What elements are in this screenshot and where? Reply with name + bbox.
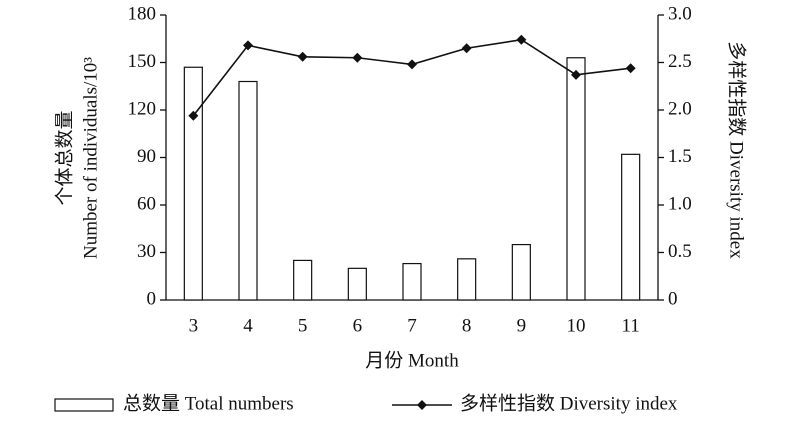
bar (621, 153, 641, 301)
x-tick-label: 11 (622, 315, 640, 336)
marker (407, 59, 417, 70)
x-tick-label: 7 (407, 315, 417, 336)
line (192, 38, 631, 117)
marker (625, 63, 636, 74)
y-tick-label: 90 (137, 146, 156, 167)
legend-marker (417, 400, 427, 410)
bar (183, 66, 203, 301)
legend-label: 总数量 Total numbers (123, 392, 294, 414)
x-tick-label: 8 (462, 315, 472, 336)
bar (347, 267, 367, 301)
y2-tick-label: 0.5 (668, 241, 692, 262)
y-tick-label: 180 (128, 3, 157, 24)
y2-tick-label: 2.5 (668, 51, 692, 72)
bar (293, 259, 313, 301)
bar (238, 80, 258, 301)
y2-tick-label: 1.5 (668, 146, 692, 167)
x-tick-label: 10 (567, 315, 586, 336)
marker (243, 40, 253, 51)
legend-label: 多样性指数 Diversity index (460, 392, 678, 414)
y2-axis-title: 多样性指数 Diversity index (726, 41, 748, 259)
marker (188, 110, 199, 121)
marker (516, 34, 527, 45)
x-tick-label: 9 (517, 315, 527, 336)
y-tick-label: 150 (128, 51, 157, 72)
marker (571, 69, 581, 80)
x-tick-label: 5 (298, 315, 308, 336)
marker (297, 51, 308, 62)
y-tick-label: 60 (137, 193, 156, 214)
x-tick-label: 6 (353, 315, 363, 336)
legend-swatch (54, 398, 114, 412)
y-axis-title: 个体总数量 (53, 110, 75, 205)
y2-tick-label: 2.0 (668, 98, 692, 119)
bar (402, 262, 422, 301)
y-tick-label: 120 (128, 98, 157, 119)
y-tick-label: 30 (137, 241, 156, 262)
y2-tick-label: 3.0 (668, 3, 692, 24)
x-tick-label: 3 (189, 315, 199, 336)
bar (457, 258, 477, 301)
y2-tick-label: 1.0 (668, 193, 692, 214)
bar (511, 243, 531, 301)
y2-tick-label: 0 (668, 288, 678, 309)
x-axis-title: 月份 Month (365, 349, 459, 371)
bar (566, 57, 586, 301)
y-axis-title: Number of individuals/10³ (80, 57, 101, 259)
marker (352, 52, 363, 63)
x-tick-label: 4 (243, 315, 253, 336)
y-tick-label: 0 (147, 288, 157, 309)
marker (461, 43, 472, 54)
